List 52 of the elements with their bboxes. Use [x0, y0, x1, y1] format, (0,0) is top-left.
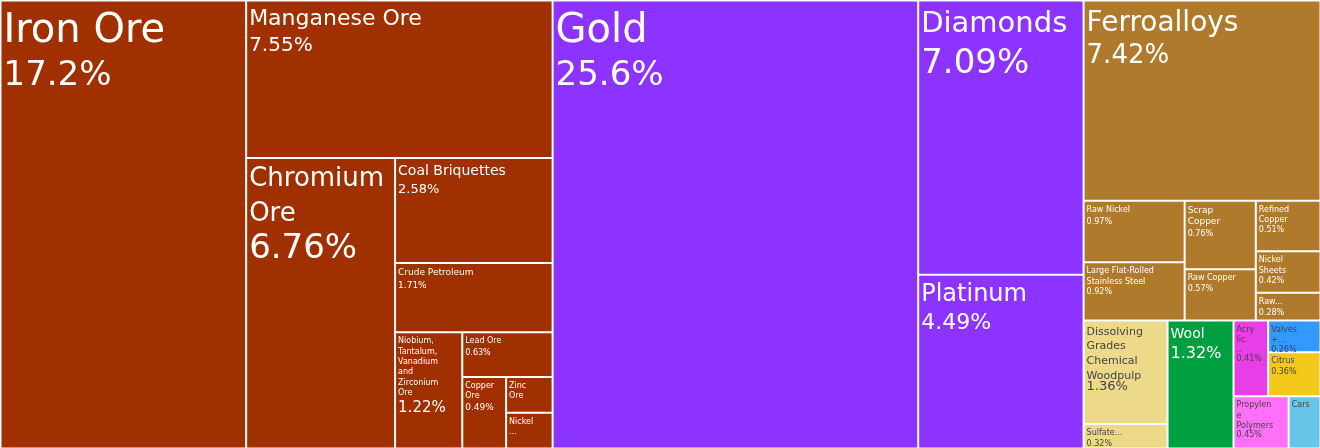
category-label: Valves +... [1271, 324, 1297, 344]
category-label: Nickel Sheets [1258, 255, 1287, 275]
data-label: 0.76% [1187, 228, 1214, 238]
data-label: 0.36% [1271, 367, 1297, 377]
category-label: Iron Ore [3, 4, 166, 51]
category-label: Diamonds [921, 4, 1068, 39]
data-label: 0.32% [1086, 439, 1113, 448]
data-label: 0.28% [1258, 308, 1285, 318]
data-label: 0.51% [1258, 225, 1285, 235]
data-label: 1.32% [1170, 343, 1222, 363]
category-label: Gold [555, 4, 648, 51]
data-label: 0.97% [1086, 216, 1113, 226]
category-label: Lead Ore [465, 336, 502, 346]
category-label: Refined Copper [1258, 204, 1290, 225]
data-label: 6.76% [249, 225, 358, 266]
category-label: Chromium Ore [249, 162, 385, 227]
data-label: 0.49% [465, 402, 495, 413]
data-label: 0.63% [465, 347, 492, 357]
data-label: 25.6% [555, 52, 664, 93]
category-label: Raw... [1258, 296, 1283, 306]
category-label: Platinum [921, 278, 1027, 307]
category-label: Nickel... [509, 416, 534, 437]
category-label: Copper Ore [465, 380, 495, 401]
category-label: Acrylic... [1236, 324, 1255, 355]
data-label: 0.45% [1236, 429, 1263, 439]
category-label: Ferroalloys [1086, 4, 1239, 38]
data-label: 2.58% [398, 180, 440, 196]
category-label: Wool [1170, 324, 1205, 341]
category-label: Scrap Copper [1187, 204, 1221, 227]
data-label: 4.49% [921, 308, 992, 334]
category-label: Niobium, Tantalum, Vanadium and Zirconium Ore [397, 336, 439, 398]
data-label: 7.55% [249, 31, 313, 56]
category-label: Raw Copper [1187, 273, 1237, 283]
category-label: Propylene Polymers [1236, 400, 1274, 430]
data-label: 0.42% [1258, 275, 1285, 285]
data-label: 7.42% [1086, 38, 1170, 69]
category-label: Raw Nickel [1086, 204, 1131, 214]
data-label: 0.41% [1236, 354, 1263, 364]
data-label: 1.71% [398, 280, 428, 291]
data-label: 0.92% [1086, 287, 1113, 297]
category-label: Coal Briquettes [398, 162, 506, 179]
category-label: Zinc Ore [509, 380, 527, 401]
category-label: Crude Petroleum [398, 266, 474, 277]
category-label: Manganese Ore [249, 4, 422, 30]
category-label: Sulfate... [1086, 428, 1123, 438]
data-label: 17.2% [3, 52, 112, 93]
category-label: Large Flat-Rolled Stainless Steel [1086, 266, 1154, 286]
category-label: Citrus [1271, 356, 1295, 366]
data-label: 7.09% [921, 40, 1030, 81]
category-label: Cars [1291, 400, 1310, 410]
data-label: 0.57% [1187, 284, 1214, 294]
data-label: 1.22% [398, 397, 446, 416]
